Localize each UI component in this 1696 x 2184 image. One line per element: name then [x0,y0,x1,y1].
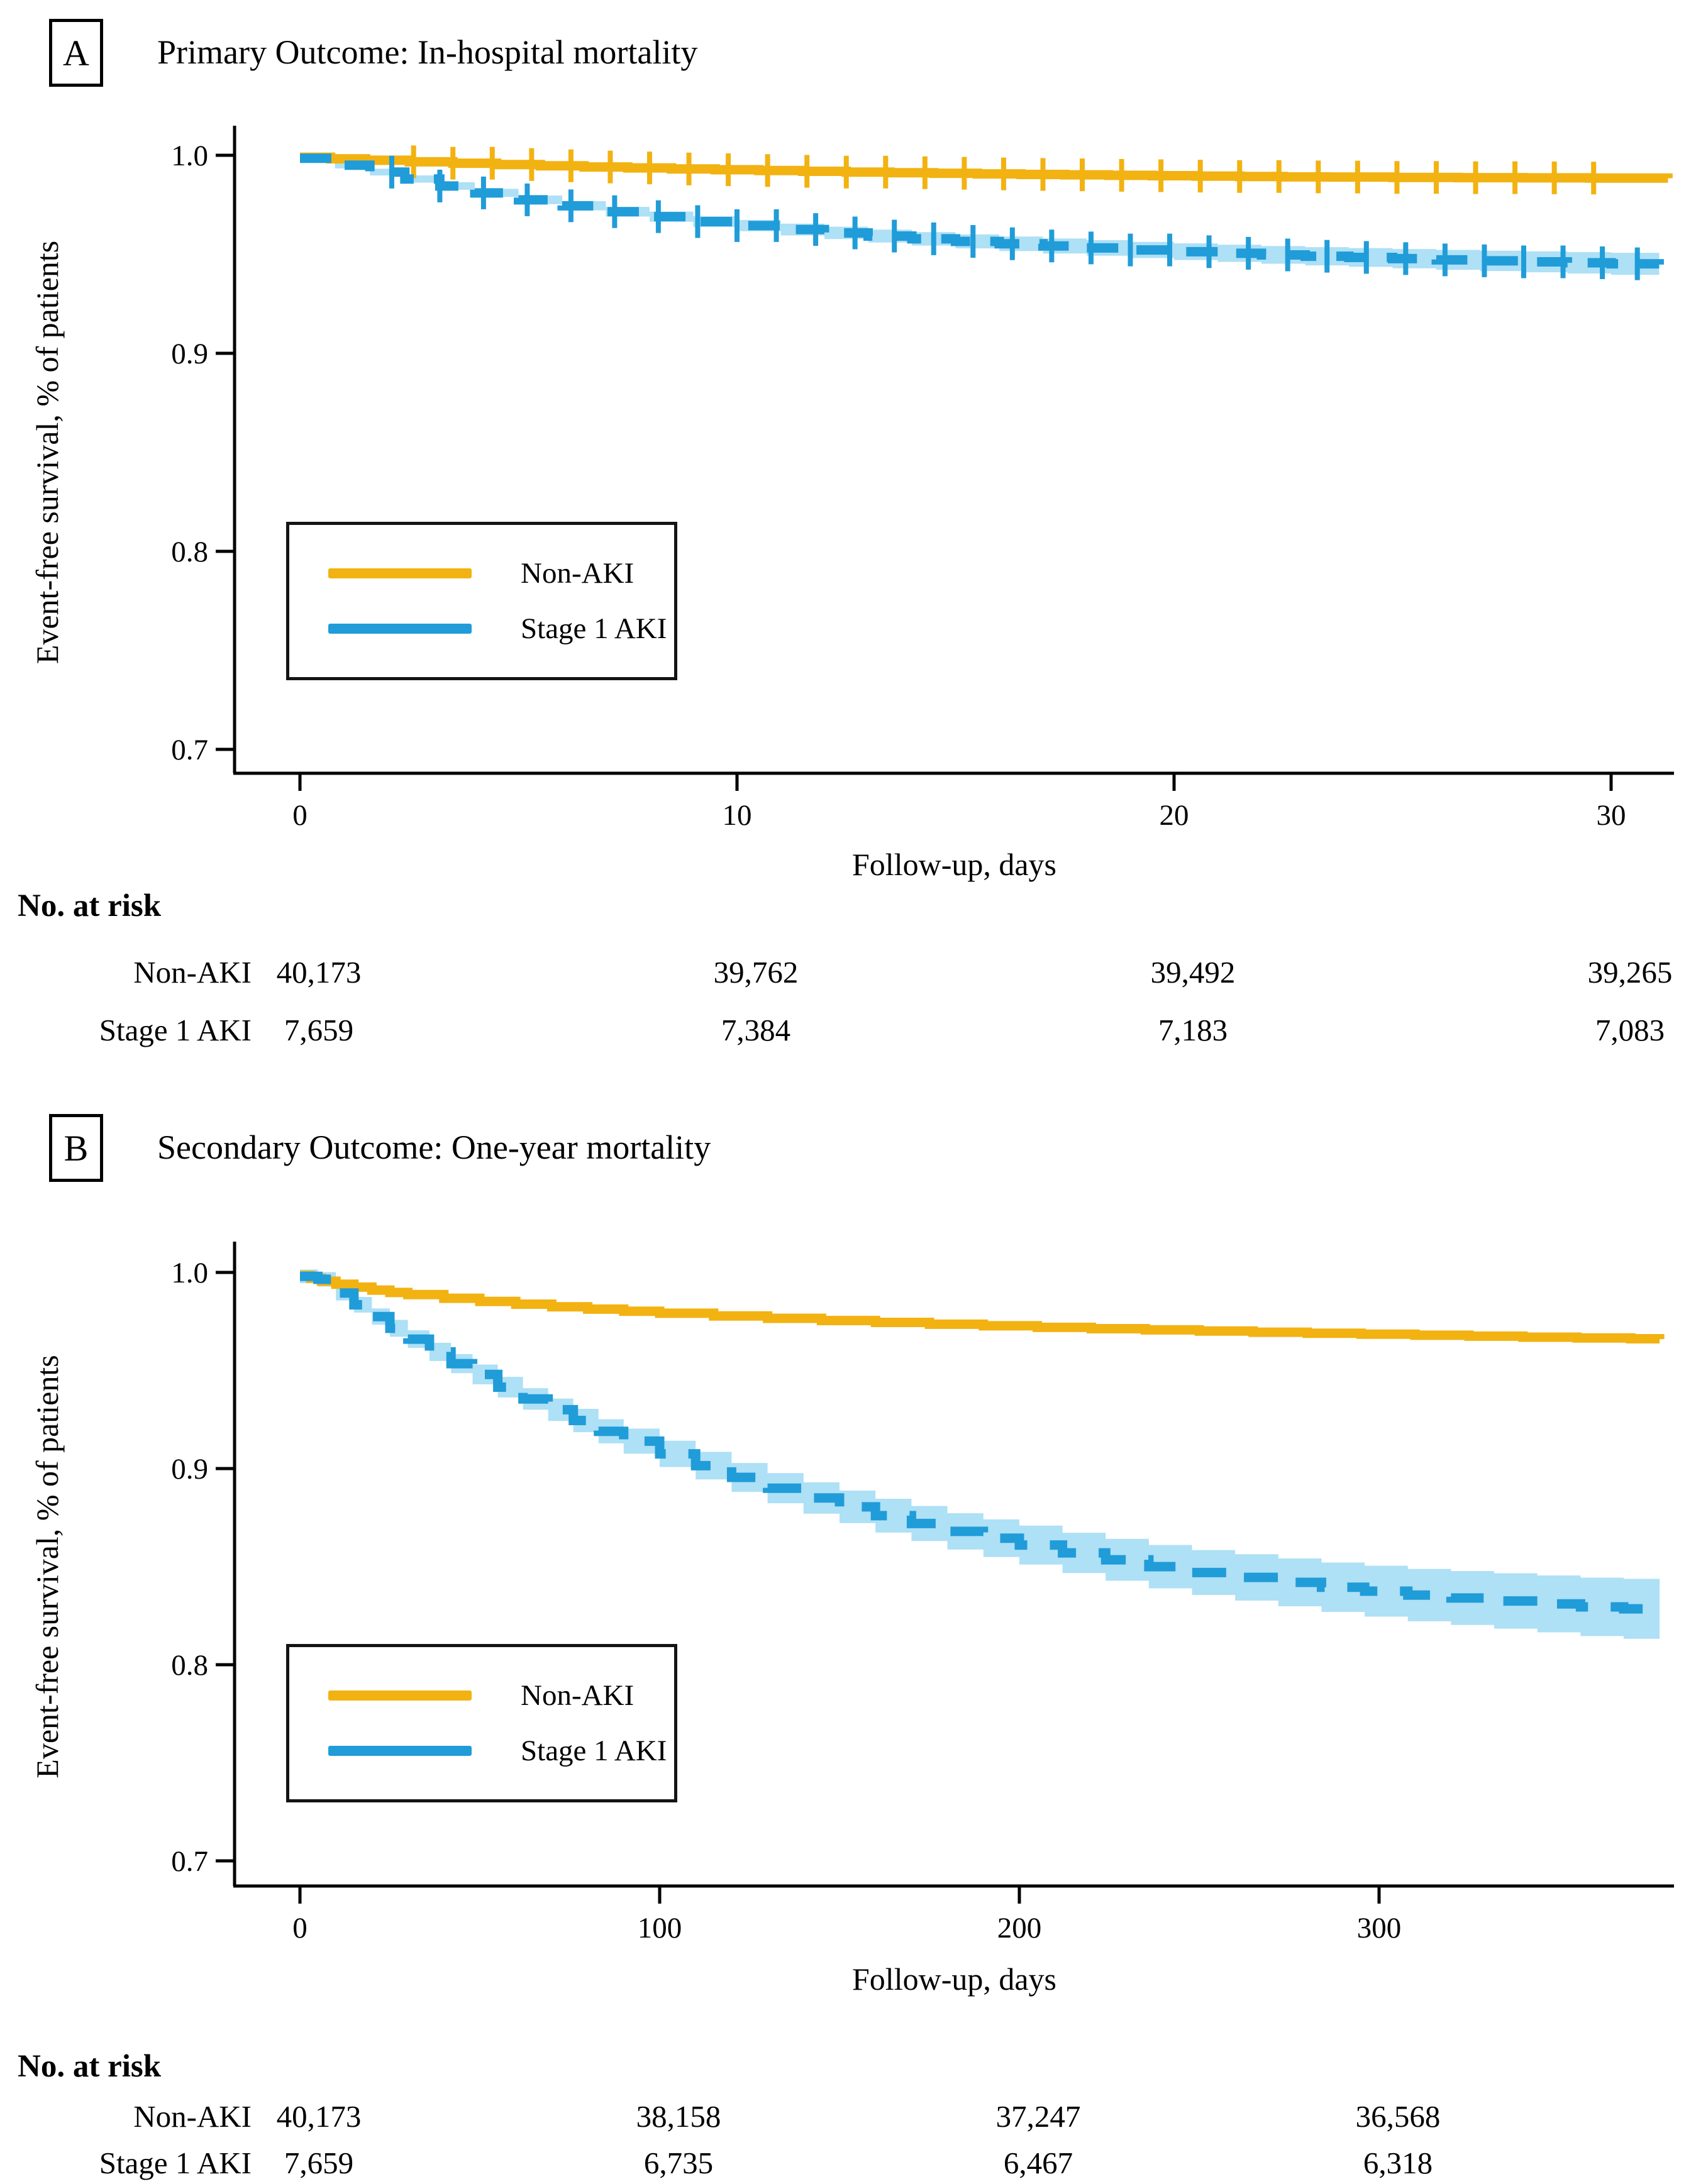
panel-a-plot: 1.0 0.9 0.8 0.7 0 10 20 30 Follow-up, days Event-… [30,126,1674,882]
non-aki-survival-curve [300,1271,1665,1343]
panel-b-tag: B [49,1114,103,1182]
risk-count: 37,247 [995,2099,1081,2134]
y-tick-label: 1.0 [171,1257,208,1289]
legend-entry-non-aki: Non-AKI [328,1679,674,1712]
risk-row-label: Stage 1 AKI [99,2146,252,2180]
panel-b-plot: 1.0 0.9 0.8 0.7 0 100 200 300 Follow-up, days Eve… [30,1242,1674,1997]
x-tick-label: 200 [997,1912,1042,1944]
stage1-aki-survival-curve [300,1271,1665,1614]
x-tick-label: 30 [1597,799,1626,832]
risk-count: 38,158 [636,2099,721,2134]
panel-a-chart: 1.0 0.9 0.8 0.7 0 10 20 30 Follow-up, days Event-… [0,88,1696,886]
risk-count: 40,173 [276,955,362,990]
risk-count: 7,083 [1595,1013,1665,1047]
x-tick-label: 100 [638,1912,682,1944]
x-tick-label: 300 [1357,1912,1402,1944]
panel-b-chart: 1.0 0.9 0.8 0.7 0 100 200 300 Follow-up, days Eve… [0,1207,1696,2043]
risk-count: 39,265 [1587,955,1673,990]
x-tick-label: 0 [292,799,308,832]
panel-b-title: Secondary Outcome: One-year mortality [157,1128,711,1166]
risk-row-non-aki: Non-AKI 40,173 38,158 37,247 36,568 [0,2099,1696,2136]
risk-count: 40,173 [276,2099,362,2134]
risk-count: 7,384 [721,1013,791,1047]
x-axis-label: Follow-up, days [852,1961,1056,1997]
risk-count: 7,659 [284,2146,354,2180]
legend-label-non-aki: Non-AKI [521,557,635,590]
legend-entry-stage1-aki: Stage 1 AKI [328,612,674,646]
risk-row-non-aki: Non-AKI 40,173 39,762 39,492 39,265 [0,954,1696,992]
x-axis-label: Follow-up, days [852,847,1056,882]
risk-row-label: Stage 1 AKI [99,1013,252,1047]
stage1-aki-line-swatch [328,1746,472,1756]
risk-row-label: Non-AKI [133,2099,252,2134]
stage1-aki-survival-curve [300,153,1664,269]
panel-a-risk-heading: No. at risk [18,888,162,924]
panel-b-legend: Non-AKI Stage 1 AKI [286,1644,677,1802]
y-tick-label: 0.8 [171,1649,208,1682]
legend-label-stage1-aki: Stage 1 AKI [521,612,667,645]
y-tick-label: 0.8 [171,536,208,568]
risk-count: 6,467 [1003,2146,1073,2180]
y-axis-label: Event-free survival, % of patients [30,1355,65,1778]
y-tick-label: 1.0 [171,140,208,172]
legend-entry-stage1-aki: Stage 1 AKI [328,1734,674,1768]
x-tick-label: 10 [723,799,752,832]
x-tick-label: 0 [292,1912,308,1944]
stage1-aki-line-swatch [328,624,472,634]
panel-a-legend: Non-AKI Stage 1 AKI [286,522,677,680]
y-tick-label: 0.9 [171,338,208,370]
risk-count: 39,762 [713,955,799,990]
panel-a-title: Primary Outcome: In-hospital mortality [157,33,698,71]
y-tick-label: 0.7 [171,1845,208,1878]
panel-b-risk-heading: No. at risk [18,2049,162,2084]
risk-count: 6,735 [643,2146,714,2180]
risk-count: 6,318 [1363,2146,1433,2180]
y-axis-label: Event-free survival, % of patients [30,241,65,664]
panel-a-tag: A [49,19,103,87]
risk-count: 36,568 [1355,2099,1441,2134]
risk-row-stage1-aki: Stage 1 AKI 7,659 7,384 7,183 7,083 [0,1012,1696,1050]
non-aki-line-swatch [328,1690,472,1701]
legend-label-stage1-aki: Stage 1 AKI [521,1735,667,1767]
y-tick-label: 0.9 [171,1453,208,1486]
non-aki-survival-curve [300,152,1673,183]
legend-entry-non-aki: Non-AKI [328,556,674,590]
legend-label-non-aki: Non-AKI [521,1679,635,1712]
y-tick-label: 0.7 [171,734,208,766]
risk-row-label: Non-AKI [133,955,252,990]
risk-count: 39,492 [1150,955,1236,990]
risk-count: 7,183 [1158,1013,1228,1047]
non-aki-line-swatch [328,568,472,578]
risk-count: 7,659 [284,1013,354,1047]
x-tick-label: 20 [1160,799,1189,832]
risk-row-stage1-aki: Stage 1 AKI 7,659 6,735 6,467 6,318 [0,2145,1696,2183]
